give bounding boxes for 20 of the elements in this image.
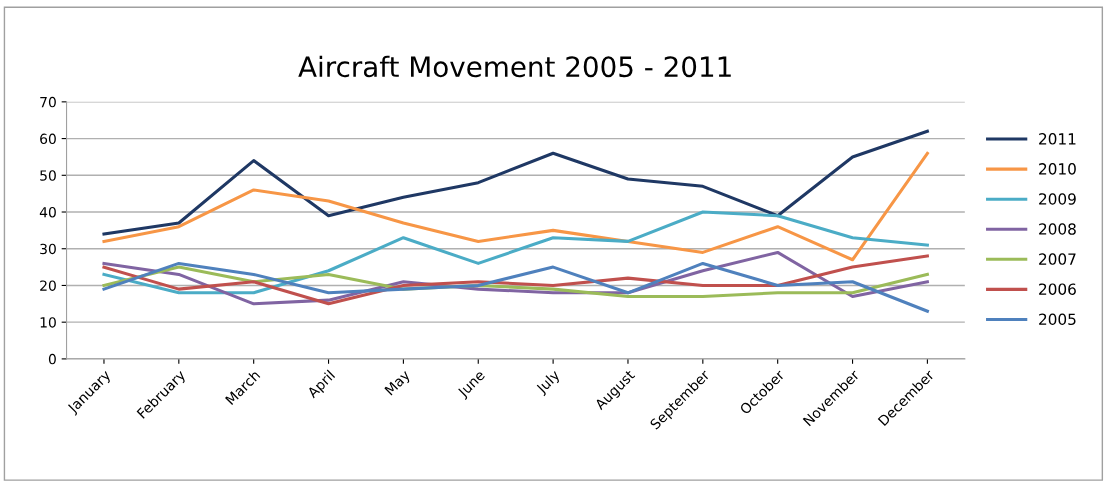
y-tick-label: 70 [40, 96, 56, 108]
y-tick-label: 20 [40, 280, 56, 291]
legend-label: 2011 [1039, 133, 1076, 145]
legend-label: 2008 [1039, 223, 1076, 235]
legend-label: 2006 [1039, 283, 1076, 295]
y-tick-label: 0 [48, 353, 56, 365]
y-tick-label: 50 [40, 170, 56, 181]
line-series [102, 210, 929, 295]
legend-label: 2010 [1039, 163, 1076, 175]
line-series [102, 129, 929, 236]
legend-label: 2005 [1039, 313, 1076, 325]
y-tick-label: 40 [39, 206, 56, 218]
y-tick-label: 60 [40, 133, 56, 145]
legend-label: 2007 [1039, 253, 1076, 265]
legend-label: 2009 [1039, 193, 1076, 205]
y-tick-label: 10 [40, 317, 56, 328]
y-tick-label: 30 [40, 243, 56, 255]
chart-title: Aircraft Movement 2005 - 2011 [298, 55, 731, 78]
line-series [102, 261, 929, 313]
line-series [102, 151, 929, 262]
